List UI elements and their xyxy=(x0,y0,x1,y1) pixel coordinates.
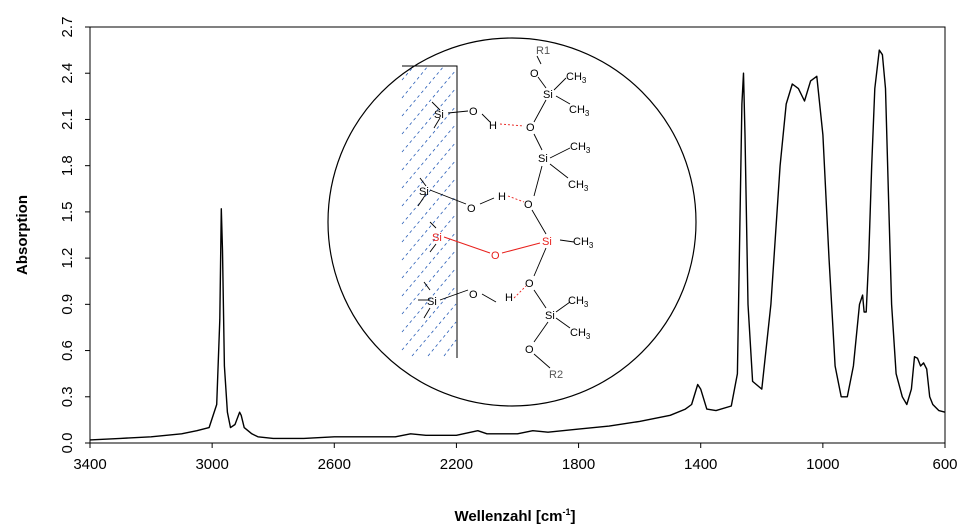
ch3-label: CH3 xyxy=(569,104,590,118)
silicon-label: Si xyxy=(419,186,429,198)
silicon-label: Si xyxy=(543,89,553,101)
ch3-label: CH3 xyxy=(573,236,594,250)
y-tick-label: 1.8 xyxy=(59,155,76,176)
ch3-label: CH3 xyxy=(568,179,589,193)
oxygen-label: O xyxy=(467,203,476,215)
hydrogen-label: H xyxy=(498,191,506,203)
surface-edge xyxy=(402,65,458,358)
x-tick-label: 3400 xyxy=(73,456,106,473)
ch3-label: CH3 xyxy=(566,71,587,85)
y-axis-ticks: 0.0 0.3 0.6 0.9 1.2 1.5 1.8 2.1 2.4 2.7 xyxy=(59,17,90,454)
x-axis-title: Wellenzahl [cm-1] xyxy=(454,507,575,525)
x-tick-label: 1400 xyxy=(684,456,717,473)
r1-label: R1 xyxy=(536,45,550,57)
molecular-inset: R1 O Si CH3 CH3 Si O H O Si CH3 CH3 Si O… xyxy=(327,37,697,407)
hydrogen-label: H xyxy=(489,120,497,132)
silicon-label-red: Si xyxy=(432,232,442,244)
silicon-label: Si xyxy=(538,153,548,165)
oxygen-label-red: O xyxy=(491,250,500,262)
oxygen-label: O xyxy=(469,289,478,301)
x-tick-label: 3000 xyxy=(195,456,228,473)
y-tick-label: 2.7 xyxy=(59,17,76,38)
oxygen-label: O xyxy=(524,199,533,211)
y-tick-label: 2.4 xyxy=(59,63,76,84)
ch3-label: CH3 xyxy=(568,295,589,309)
surface-hatch xyxy=(401,65,457,357)
x-axis-ticks: 3400 3000 2600 2200 1800 1400 1000 600 xyxy=(73,443,958,473)
hydrogen-label: H xyxy=(505,292,513,304)
ch3-label: CH3 xyxy=(570,327,591,341)
x-tick-label: 1800 xyxy=(562,456,595,473)
silicon-label: Si xyxy=(434,109,444,121)
spectrum-line xyxy=(89,49,946,441)
oxygen-label: O xyxy=(530,68,539,80)
silicon-label: Si xyxy=(545,310,555,322)
y-axis-title: Absorption xyxy=(14,195,31,275)
y-tick-label: 0.0 xyxy=(59,433,76,454)
y-tick-label: 0.3 xyxy=(59,386,76,407)
y-tick-label: 0.9 xyxy=(59,294,76,315)
inset-circle xyxy=(327,37,697,407)
silicon-label: Si xyxy=(427,296,437,308)
oxygen-label: O xyxy=(525,278,534,290)
siloxane-bond xyxy=(443,236,541,254)
x-tick-label: 2600 xyxy=(318,456,351,473)
oxygen-label: O xyxy=(469,106,478,118)
silicon-label-red: Si xyxy=(542,236,552,248)
y-tick-label: 1.5 xyxy=(59,201,76,222)
oxygen-label: O xyxy=(526,122,535,134)
ch3-label: CH3 xyxy=(570,141,591,155)
y-tick-label: 2.1 xyxy=(59,109,76,130)
plot-frame xyxy=(89,26,946,444)
x-tick-label: 600 xyxy=(932,456,957,473)
y-tick-label: 1.2 xyxy=(59,248,76,269)
hydrogen-bonds xyxy=(499,123,527,299)
oxygen-label: O xyxy=(525,344,534,356)
x-tick-label: 2200 xyxy=(440,456,473,473)
molecule-bonds xyxy=(417,55,575,369)
r2-label: R2 xyxy=(549,369,563,381)
x-tick-label: 1000 xyxy=(806,456,839,473)
y-tick-label: 0.6 xyxy=(59,340,76,361)
